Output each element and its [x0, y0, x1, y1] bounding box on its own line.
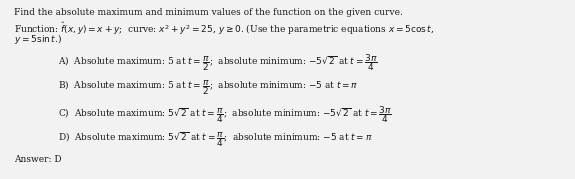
Text: Find the absolute maximum and minimum values of the function on the given curve.: Find the absolute maximum and minimum va…: [14, 8, 403, 17]
Text: Answer: D: Answer: D: [14, 155, 62, 164]
Text: C)  Absolute maximum: $5\sqrt{2}$ at $t = \dfrac{\pi}{4}$;  absolute minimum: $-: C) Absolute maximum: $5\sqrt{2}$ at $t =…: [58, 104, 392, 125]
Text: A)  Absolute maximum: 5 at $t = \dfrac{\pi}{2}$;  absolute minimum: $-5\sqrt{2}$: A) Absolute maximum: 5 at $t = \dfrac{\p…: [58, 52, 377, 73]
Text: B)  Absolute maximum: 5 at $t = \dfrac{\pi}{2}$;  absolute minimum: $-5$ at $t =: B) Absolute maximum: 5 at $t = \dfrac{\p…: [58, 78, 358, 97]
Text: D)  Absolute maximum: $5\sqrt{2}$ at $t = \dfrac{\pi}{4}$;  absolute minimum: $-: D) Absolute maximum: $5\sqrt{2}$ at $t =…: [58, 130, 372, 149]
Text: $y = 5\sin t$.): $y = 5\sin t$.): [14, 32, 62, 46]
Text: Function: $\hat{f}(x, y) = x + y$;  curve: $x^2 + y^2 = 25$, $y \geq 0$. (Use th: Function: $\hat{f}(x, y) = x + y$; curve…: [14, 20, 435, 37]
